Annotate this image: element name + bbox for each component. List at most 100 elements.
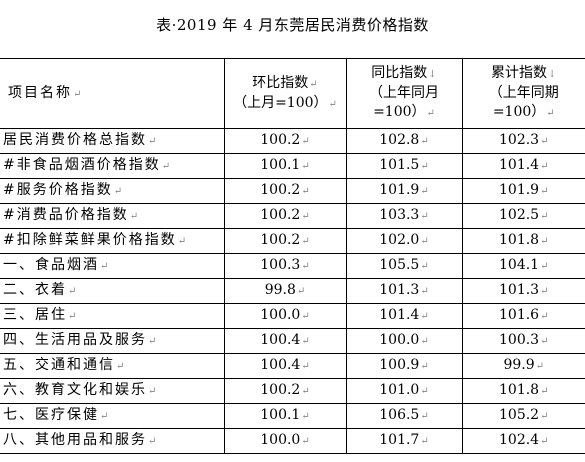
row-cum-cell-text: 102.5 xyxy=(499,207,540,223)
header-mom: 环比指数↵ （上月=100）↵ xyxy=(223,58,347,129)
paragraph-mark-icon: ↵ xyxy=(301,386,310,397)
paragraph-mark-icon: ↵ xyxy=(420,261,429,272)
row-name-cell-text: 八、其他用品和服务 xyxy=(3,432,147,448)
paragraph-mark-icon: ↵ xyxy=(420,186,429,197)
row-name-cell-text: #服务价格指数 xyxy=(3,182,113,198)
paragraph-mark-icon: ↵ xyxy=(148,336,159,347)
paragraph-mark-icon: ↵ xyxy=(540,411,549,422)
paragraph-mark-icon: ↵ xyxy=(100,411,111,422)
row-mom-cell-text: 100.1 xyxy=(260,407,301,423)
row-mom-cell: 100.4↵ xyxy=(223,328,347,354)
paragraph-mark-icon: ↵ xyxy=(116,361,127,372)
paragraph-mark-icon: ↵ xyxy=(420,211,429,222)
paragraph-mark-icon: ↵ xyxy=(301,186,310,197)
row-cum-cell-text: 100.3 xyxy=(499,332,540,348)
row-mom-cell: 100.2↵ xyxy=(223,178,347,204)
row-mom-cell: 100.2↵ xyxy=(223,128,347,154)
row-mom-cell-text: 99.8 xyxy=(264,282,296,298)
paragraph-mark-icon: ↵ xyxy=(148,436,159,447)
row-name-cell-text: 六、教育文化和娱乐 xyxy=(3,382,147,398)
row-mom-cell-text: 100.0 xyxy=(260,307,301,323)
row-yoy-cell: 101.0↵ xyxy=(345,378,463,404)
row-yoy-cell-text: 101.3 xyxy=(379,282,420,298)
row-cum-cell-text: 99.9 xyxy=(503,357,535,373)
row-mom-cell: 100.0↵ xyxy=(223,428,347,454)
header-row: 项目名称↵ 环比指数↵ （上月=100）↵ 同比指数↓ （上年同月 =100）↵… xyxy=(0,58,585,129)
row-name-cell-text: 二、衣着 xyxy=(3,282,67,298)
paragraph-mark-icon: ↵ xyxy=(420,286,429,297)
row-name-cell: 二、衣着↵ xyxy=(0,278,225,304)
table-row: 八、其他用品和服务↵ 100.0↵ 101.7↵ 102.4↵ xyxy=(0,428,585,454)
row-yoy-cell-text: 103.3 xyxy=(379,207,420,223)
paragraph-mark-icon: ↵ xyxy=(420,136,429,147)
paragraph-mark-icon: ↵ xyxy=(540,211,549,222)
row-name-cell-text: 居民消费价格总指数 xyxy=(3,132,147,148)
paragraph-mark-icon: ↵ xyxy=(148,136,159,147)
row-name-cell-text: 三、居住 xyxy=(3,307,67,323)
header-cum: 累计指数↓ （上年同期 =100）↵ xyxy=(461,58,585,129)
paragraph-mark-icon: ↵ xyxy=(420,311,429,322)
paragraph-mark-icon: ↵ xyxy=(540,261,549,272)
row-cum-cell: 101.6↵ xyxy=(461,303,585,329)
row-cum-cell: 102.5↵ xyxy=(461,203,585,229)
row-name-cell-text: 五、交通和通信 xyxy=(3,357,115,373)
paragraph-mark-icon: ↵ xyxy=(420,436,429,447)
row-yoy-cell-text: 101.5 xyxy=(379,157,420,173)
paragraph-mark-icon: ↵ xyxy=(540,336,549,347)
table-row: 三、居住↵ 100.0↵ 101.4↵ 101.6↵ xyxy=(0,303,585,329)
row-yoy-cell-text: 105.5 xyxy=(379,257,420,273)
paragraph-mark-icon: ↵ xyxy=(301,261,310,272)
header-yoy: 同比指数↓ （上年同月 =100）↵ xyxy=(345,58,463,129)
row-mom-cell: 100.1↵ xyxy=(223,153,347,179)
row-cum-cell: 101.8↵ xyxy=(461,378,585,404)
row-cum-cell-text: 101.6 xyxy=(499,307,540,323)
paragraph-mark-icon: ↵ xyxy=(420,361,429,372)
row-mom-cell-text: 100.2 xyxy=(260,207,301,223)
row-mom-cell: 100.2↵ xyxy=(223,203,347,229)
table-row: 一、食品烟酒↵ 100.3↵ 105.5↵ 104.1↵ xyxy=(0,253,585,279)
row-cum-cell: 101.9↵ xyxy=(461,178,585,204)
paragraph-mark-icon: ↵ xyxy=(301,336,310,347)
paragraph-mark-icon: ↵ xyxy=(540,136,549,147)
row-yoy-cell: 105.5↵ xyxy=(345,253,463,279)
row-name-cell: 四、生活用品及服务↵ xyxy=(0,328,225,354)
row-yoy-cell: 102.0↵ xyxy=(345,228,463,254)
row-mom-cell-text: 100.1 xyxy=(260,157,301,173)
paragraph-mark-icon: ↵ xyxy=(177,236,189,247)
table-row: 五、交通和通信↵ 100.4↵ 100.9↵ 99.9↵ xyxy=(0,353,585,379)
row-yoy-cell-text: 100.0 xyxy=(379,332,420,348)
row-name-cell: 居民消费价格总指数↵ xyxy=(0,128,225,154)
table-row: #扣除鲜菜鲜果价格指数↵ 100.2↵ 102.0↵ 101.8↵ xyxy=(0,228,585,254)
paragraph-mark-icon: ↵ xyxy=(301,236,310,247)
header-yoy-line3: =100）↵ xyxy=(373,104,435,120)
paragraph-mark-icon: ↵ xyxy=(535,361,545,372)
row-mom-cell: 99.8↵ xyxy=(223,278,347,304)
table-row: 二、衣着↵ 99.8↵ 101.3↵ 101.3↵ xyxy=(0,278,585,304)
header-mom-line2: （上月=100）↵ xyxy=(233,94,337,111)
paragraph-mark-icon: ↵ xyxy=(68,286,79,297)
paragraph-mark-icon: ↵ xyxy=(301,136,310,147)
row-mom-cell: 100.1↵ xyxy=(223,403,347,429)
row-name-cell: #消费品价格指数↵ xyxy=(0,203,225,229)
row-cum-cell-text: 101.3 xyxy=(499,282,540,298)
paragraph-mark-icon: ↵ xyxy=(301,161,310,172)
row-cum-cell: 101.3↵ xyxy=(461,278,585,304)
row-yoy-cell-text: 102.8 xyxy=(379,132,420,148)
row-cum-cell: 104.1↵ xyxy=(461,253,585,279)
row-yoy-cell-text: 100.9 xyxy=(379,357,420,373)
paragraph-mark-icon: ↵ xyxy=(540,286,549,297)
table-row: 七、医疗保健↵ 100.1↵ 106.5↵ 105.2↵ xyxy=(0,403,585,429)
paragraph-mark-icon: ↵ xyxy=(68,311,79,322)
paragraph-mark-icon: ↵ xyxy=(301,311,310,322)
paragraph-mark-icon: ↵ xyxy=(420,336,429,347)
table-row: 居民消费价格总指数↵ 100.2↵ 102.8↵ 102.3↵ xyxy=(0,128,585,154)
row-cum-cell: 102.4↵ xyxy=(461,428,585,454)
row-mom-cell-text: 100.2 xyxy=(260,182,301,198)
row-yoy-cell-text: 102.0 xyxy=(379,232,420,248)
row-mom-cell-text: 100.2 xyxy=(260,132,301,148)
row-cum-cell: 101.8↵ xyxy=(461,228,585,254)
row-mom-cell-text: 100.0 xyxy=(260,432,301,448)
row-name-cell: #服务价格指数↵ xyxy=(0,178,225,204)
row-yoy-cell: 101.3↵ xyxy=(345,278,463,304)
row-mom-cell: 100.0↵ xyxy=(223,303,347,329)
